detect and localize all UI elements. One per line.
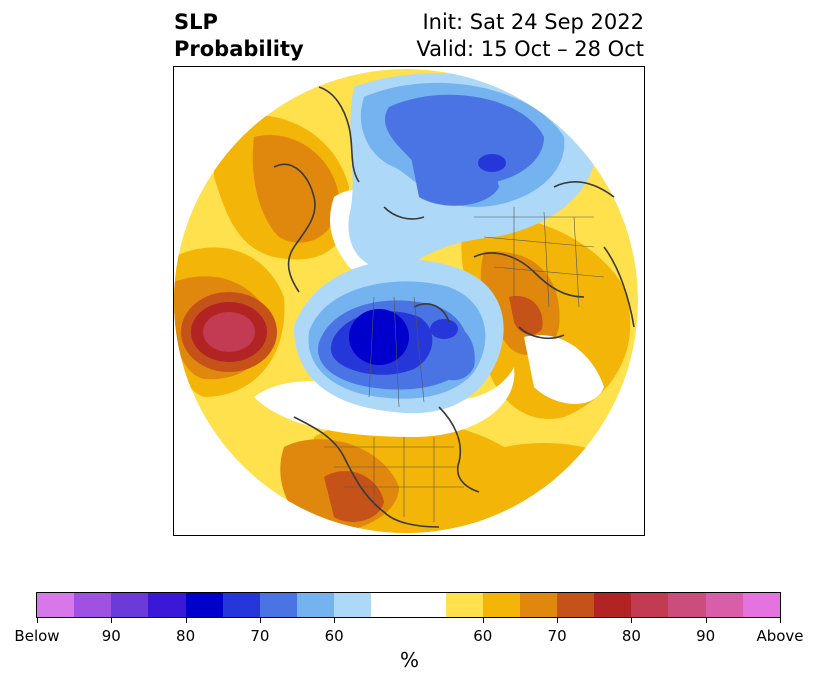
- colorbar: [36, 592, 781, 618]
- colorbar-tick: [111, 618, 113, 623]
- colorbar-tick-label: Above: [756, 627, 804, 645]
- colorbar-tick-label: 80: [176, 627, 196, 645]
- colorbar-tick: [631, 618, 633, 623]
- colorbar-tick-label: 60: [324, 627, 344, 645]
- map-svg: [174, 69, 638, 533]
- colorbar-tick-label: Below: [14, 627, 60, 645]
- init-date: Init: Sat 24 Sep 2022: [422, 10, 644, 34]
- colorbar-tick: [37, 618, 38, 623]
- colorbar-tick: [482, 618, 484, 623]
- colorbar-segment: [742, 593, 780, 617]
- colorbar-segment: [185, 593, 223, 617]
- colorbar-segment: [482, 593, 520, 617]
- chart-title-left: SLP Probability: [174, 9, 304, 63]
- colorbar-segment: [371, 593, 446, 617]
- chart-title-right: Init: Sat 24 Sep 2022 Valid: 15 Oct – 28…: [416, 9, 644, 63]
- colorbar-segment: [334, 593, 372, 617]
- colorbar-segment: [631, 593, 669, 617]
- colorbar-tick-label: 60: [473, 627, 493, 645]
- colorbar-tick-label: 70: [547, 627, 567, 645]
- colorbar-segment: [594, 593, 632, 617]
- borders: [324, 207, 605, 522]
- colorbar-tick-label: 90: [696, 627, 716, 645]
- colorbar-tick: [185, 618, 187, 623]
- colorbar-segment: [259, 593, 297, 617]
- colorbar-segment: [296, 593, 335, 617]
- colorbar-tick: [780, 618, 781, 623]
- probability-fields: [174, 69, 638, 533]
- colorbar-segment: [668, 593, 706, 617]
- colorbar-tick-label: 70: [250, 627, 270, 645]
- colorbar-tick: [259, 618, 261, 623]
- coastlines: [273, 86, 635, 528]
- colorbar-segment: [74, 593, 112, 617]
- colorbar-segment: [705, 593, 743, 617]
- colorbar-segment: [111, 593, 149, 617]
- title-metric: Probability: [174, 37, 304, 61]
- colorbar-tick: [705, 618, 707, 623]
- colorbar-ticks: [36, 618, 781, 628]
- colorbar-tick: [557, 618, 559, 623]
- probability-map: [173, 66, 645, 536]
- title-variable: SLP: [174, 10, 218, 34]
- valid-range: Valid: 15 Oct – 28 Oct: [416, 37, 644, 61]
- colorbar-segment: [222, 593, 260, 617]
- colorbar-tick-label: 80: [621, 627, 641, 645]
- colorbar-segment: [445, 593, 483, 617]
- colorbar-tick-label: 90: [101, 627, 121, 645]
- colorbar-unit: %: [399, 648, 419, 672]
- colorbar-tick: [334, 618, 336, 623]
- colorbar-segment: [37, 593, 75, 617]
- colorbar-segment: [148, 593, 186, 617]
- colorbar-segment: [556, 593, 595, 617]
- colorbar-segment: [519, 593, 557, 617]
